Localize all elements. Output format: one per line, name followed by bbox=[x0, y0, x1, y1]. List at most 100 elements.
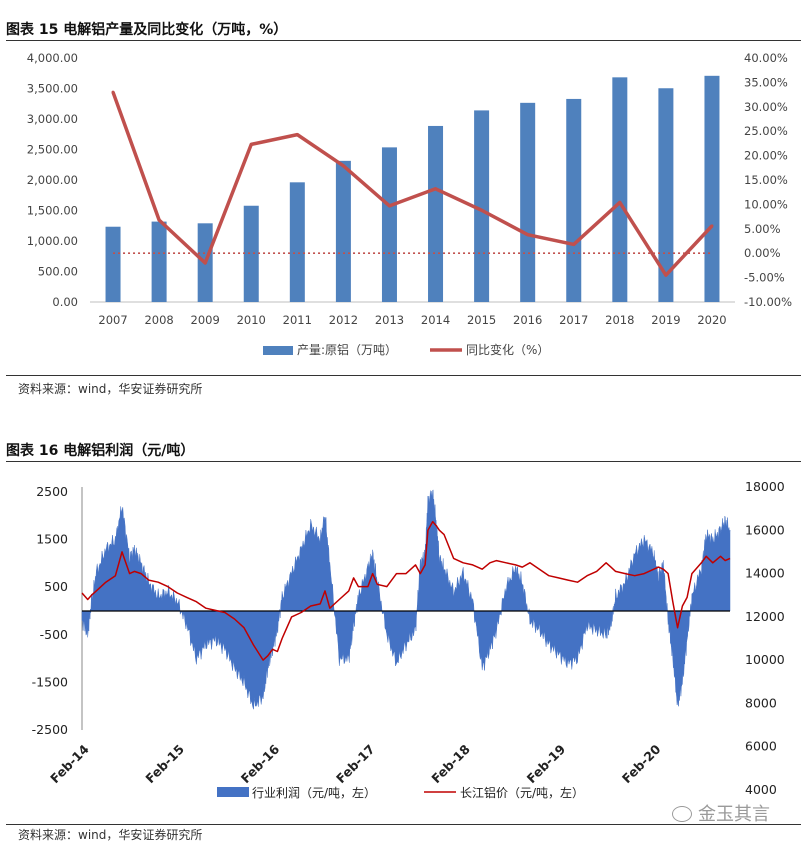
bar-2010 bbox=[243, 205, 259, 302]
y-right-tick-label: 15.00% bbox=[744, 173, 788, 187]
y-right-tick-label: 30.00% bbox=[744, 100, 788, 114]
chart-16-svg: 2500 1500 500 -500 -1500 -2500 18000 16000 14000… bbox=[32, 479, 785, 800]
x-tick-label: 2007 bbox=[98, 313, 127, 327]
x-tick-label: 2010 bbox=[237, 313, 266, 327]
chart-16-title: 图表 16 电解铝利润（元/吨） bbox=[6, 443, 195, 459]
yoy-point-2015 bbox=[480, 208, 484, 212]
y-left-tick-label: 2,000.00 bbox=[27, 173, 78, 187]
bar-2011 bbox=[289, 182, 305, 302]
bar-2019 bbox=[658, 88, 674, 302]
y-right-tick-label: 40.00% bbox=[744, 51, 788, 65]
legend-bar-swatch bbox=[263, 346, 293, 355]
chart-16-bottom-rule bbox=[6, 824, 801, 825]
y-left-tick-label: 500 bbox=[44, 579, 68, 594]
x-tick-label: Feb-17 bbox=[333, 742, 378, 787]
yoy-point-2020 bbox=[710, 224, 714, 228]
chart-15-title: 图表 15 电解铝产量及同比变化（万吨，%） bbox=[6, 22, 288, 38]
y-right-tick-label: 18000 bbox=[745, 479, 785, 494]
y-left-tick-label: 0.00 bbox=[52, 295, 78, 309]
y-left-tick-label: 4,000.00 bbox=[27, 51, 78, 65]
yoy-line bbox=[111, 91, 714, 277]
chart-15-top-rule bbox=[6, 40, 801, 41]
bar-2017 bbox=[566, 98, 582, 302]
yoy-point-2007 bbox=[111, 90, 115, 94]
chart-16-top-rule bbox=[6, 461, 801, 462]
yoy-point-2008 bbox=[157, 218, 161, 222]
legend-area-swatch bbox=[217, 787, 249, 797]
chart-panel-16: 图表 16 电解铝利润（元/吨） 2500 1500 500 -500 -1500 -25… bbox=[0, 400, 808, 848]
x-tick-label: 2017 bbox=[559, 313, 588, 327]
legend-line-label: 同比变化（%） bbox=[466, 342, 549, 357]
y-right-tick-label: 0.00% bbox=[744, 246, 781, 260]
yoy-point-2012 bbox=[341, 164, 345, 168]
x-tick-label: 2019 bbox=[651, 313, 680, 327]
y-left-tick-label: 1,000.00 bbox=[27, 234, 78, 248]
legend-area-label: 行业利润（元/吨，左） bbox=[252, 785, 376, 800]
x-tick-label: 2012 bbox=[329, 313, 358, 327]
x-tick-label: 2016 bbox=[513, 313, 542, 327]
bar-2007 bbox=[105, 226, 121, 302]
legend-line-label: 长江铝价（元/吨，左） bbox=[460, 785, 584, 800]
y-left-tick-label: 500.00 bbox=[38, 265, 78, 279]
y-right-tick-label: 20.00% bbox=[744, 149, 788, 163]
x-tick-label: 2011 bbox=[283, 313, 312, 327]
y-left-tick-label: 3,500.00 bbox=[27, 82, 78, 96]
x-tick-label: 2020 bbox=[697, 313, 726, 327]
y-right-tick-label: 8000 bbox=[745, 695, 777, 710]
bar-2014 bbox=[428, 125, 444, 302]
y-right-tick-label: -5.00% bbox=[744, 271, 785, 285]
y-left-tick-label: 1500 bbox=[36, 532, 68, 547]
chart-16-source: 资料来源：wind，华安证券研究所 bbox=[18, 828, 203, 842]
yoy-point-2016 bbox=[526, 233, 530, 237]
yoy-point-2017 bbox=[572, 242, 576, 246]
x-tick-label: Feb-16 bbox=[238, 741, 283, 786]
yoy-point-2013 bbox=[387, 204, 391, 208]
x-tick-label: Feb-19 bbox=[524, 742, 569, 787]
yoy-point-2018 bbox=[618, 200, 622, 204]
yoy-point-2011 bbox=[295, 133, 299, 137]
y-right-tick-label: 10.00% bbox=[744, 197, 788, 211]
y-right-tick-label: 6000 bbox=[745, 739, 777, 754]
y-right-tick-label: 16000 bbox=[745, 522, 785, 537]
y-right-tick-label: 12000 bbox=[745, 609, 785, 624]
chart-15-source: 资料来源：wind，华安证券研究所 bbox=[18, 382, 203, 396]
x-tick-label: Feb-14 bbox=[47, 741, 92, 786]
yoy-point-2014 bbox=[434, 187, 438, 191]
x-tick-label: 2015 bbox=[467, 313, 496, 327]
y-right-tick-label: 10000 bbox=[745, 652, 785, 667]
x-tick-label: 2013 bbox=[375, 313, 404, 327]
y-left-tick-label: 1,500.00 bbox=[27, 204, 78, 218]
chart-panel-15: 图表 15 电解铝产量及同比变化（万吨，%） 4,000.00 3,500.00 3… bbox=[0, 0, 808, 400]
x-tick-label: 2008 bbox=[144, 313, 173, 327]
wechat-icon bbox=[672, 806, 692, 822]
bar-2020 bbox=[704, 75, 720, 302]
bar-2012 bbox=[335, 160, 351, 302]
y-left-tick-label: -500 bbox=[40, 627, 68, 642]
x-tick-label: Feb-18 bbox=[428, 742, 473, 787]
y-right-tick-label: 25.00% bbox=[744, 124, 788, 138]
x-tick-label: 2009 bbox=[191, 313, 220, 327]
watermark: 金玉其言 bbox=[672, 800, 770, 826]
profit-area bbox=[81, 489, 731, 710]
price-line bbox=[81, 520, 731, 661]
y-right-tick-label: 35.00% bbox=[744, 75, 788, 89]
y-right-tick-label: 5.00% bbox=[744, 222, 781, 236]
y-right-tick-label: 14000 bbox=[745, 566, 785, 581]
x-tick-label: Feb-20 bbox=[619, 741, 664, 786]
y-right-tick-label: 4000 bbox=[745, 782, 777, 797]
yoy-point-2010 bbox=[249, 142, 253, 146]
y-left-tick-label: 2500 bbox=[36, 484, 68, 499]
bar-2018 bbox=[612, 77, 628, 302]
yoy-point-2019 bbox=[664, 273, 668, 277]
x-tick-label: 2014 bbox=[421, 313, 450, 327]
x-tick-label: 2018 bbox=[605, 313, 634, 327]
y-left-tick-label: 2,500.00 bbox=[27, 143, 78, 157]
chart-15-svg: 4,000.00 3,500.00 3,000.00 2,500.00 2,000.00… bbox=[27, 51, 792, 357]
y-right-tick-label: -10.00% bbox=[744, 295, 792, 309]
chart-15-bottom-rule bbox=[6, 375, 801, 376]
watermark-text: 金玉其言 bbox=[698, 804, 770, 825]
bar-2013 bbox=[381, 147, 397, 302]
bar-2008 bbox=[151, 221, 167, 302]
yoy-point-2009 bbox=[203, 261, 207, 265]
y-left-tick-label: -2500 bbox=[32, 722, 68, 737]
